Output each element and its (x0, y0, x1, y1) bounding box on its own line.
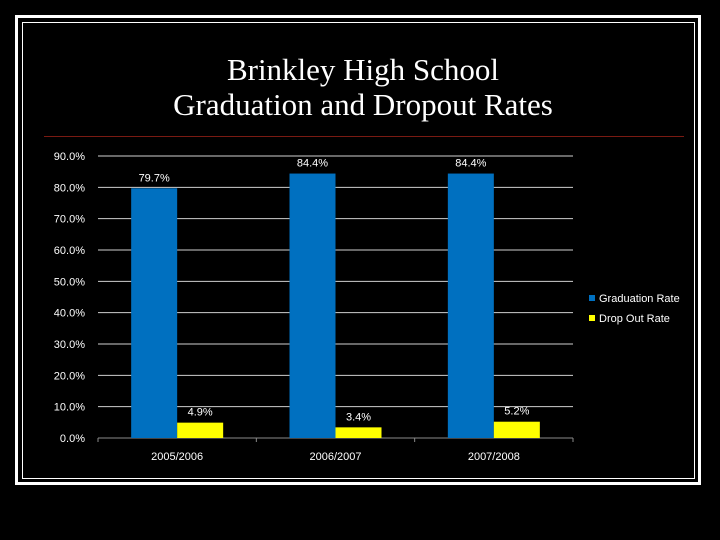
y-tick-label: 20.0% (54, 370, 85, 382)
y-tick-label: 70.0% (54, 214, 85, 226)
y-tick-label: 0.0% (60, 433, 85, 445)
x-tick-label: 2005/2006 (151, 451, 203, 463)
slide-frame-inner (22, 22, 695, 479)
graduation-rate-bar (289, 173, 336, 438)
x-tick-label: 2007/2008 (468, 451, 520, 463)
slide-title-line-2: Graduation and Dropout Rates (173, 87, 553, 122)
slide-frame-outer (15, 15, 701, 485)
drop-out-rate-data-label: 3.4% (346, 411, 371, 423)
y-tick-label: 40.0% (54, 308, 85, 320)
drop-out-rate-data-label: 4.9% (188, 407, 213, 419)
title-divider (44, 136, 684, 137)
x-tick-label: 2006/2007 (310, 451, 362, 463)
graduation-rate-data-label: 84.4% (297, 158, 328, 170)
y-tick-label: 80.0% (54, 182, 85, 194)
y-tick-label: 50.0% (54, 276, 85, 288)
y-tick-label: 90.0% (54, 151, 85, 163)
drop-out-rate-bar (177, 422, 224, 438)
y-tick-label: 10.0% (54, 402, 85, 414)
y-tick-label: 30.0% (54, 339, 85, 351)
graduation-rate-data-label: 84.4% (455, 158, 486, 170)
legend-label: Graduation Rate (599, 293, 680, 305)
legend-swatch (589, 295, 595, 301)
slide-title-line-1: Brinkley High School (226, 52, 500, 87)
drop-out-rate-data-label: 5.2% (504, 406, 529, 418)
y-tick-label: 60.0% (54, 245, 85, 257)
drop-out-rate-bar (335, 427, 382, 438)
legend-swatch (589, 315, 595, 321)
drop-out-rate-bar (493, 421, 540, 438)
graduation-rate-bar (131, 188, 178, 438)
graduation-rate-data-label: 79.7% (139, 172, 170, 184)
graduation-rate-bar (447, 173, 494, 438)
legend-label: Drop Out Rate (599, 313, 670, 325)
